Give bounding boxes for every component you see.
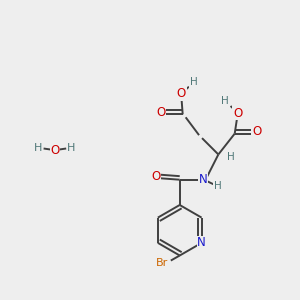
Text: H: H bbox=[214, 181, 221, 191]
Text: O: O bbox=[156, 106, 166, 119]
Text: N: N bbox=[197, 236, 206, 249]
Text: H: H bbox=[221, 96, 229, 106]
Text: H: H bbox=[67, 142, 76, 153]
Text: O: O bbox=[252, 125, 261, 138]
Text: H: H bbox=[190, 77, 198, 87]
Text: H: H bbox=[227, 152, 235, 162]
Text: O: O bbox=[151, 170, 160, 183]
Text: O: O bbox=[233, 106, 242, 120]
Text: O: O bbox=[50, 143, 59, 157]
Text: Br: Br bbox=[156, 258, 169, 268]
Text: N: N bbox=[199, 173, 208, 186]
Text: O: O bbox=[177, 87, 186, 100]
Text: H: H bbox=[34, 142, 42, 153]
